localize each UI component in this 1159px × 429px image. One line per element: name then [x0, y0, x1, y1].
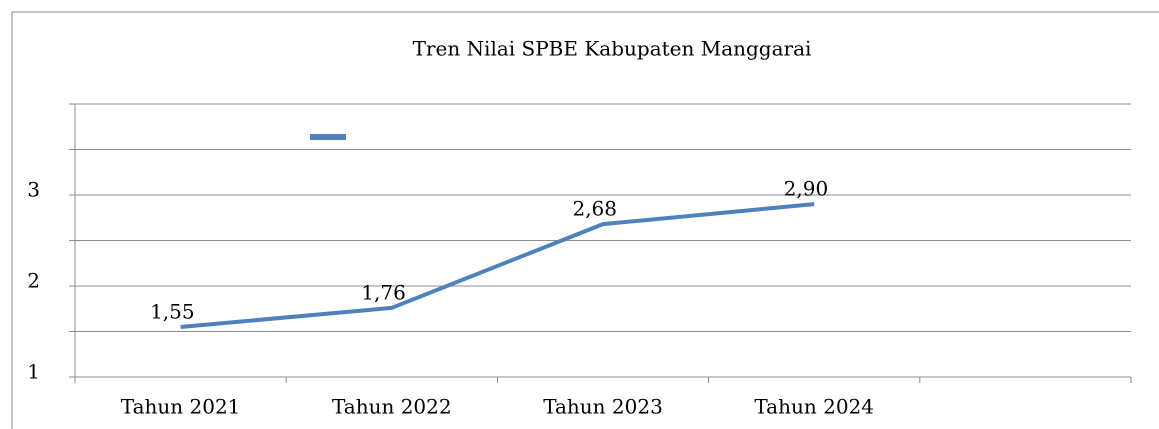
legend-swatch: [310, 134, 346, 140]
chart-frame: [11, 11, 1159, 429]
data-label: 1,55: [150, 299, 195, 323]
data-label: 1,76: [361, 280, 406, 304]
y-tick-label: 2: [27, 269, 40, 293]
y-tick-label: 3: [27, 178, 40, 202]
data-label: 2,68: [572, 197, 617, 221]
y-tick-label: 1: [27, 360, 40, 384]
x-tick-label: Tahun 2024: [754, 395, 874, 419]
series-line: [180, 202, 815, 329]
x-tick-label: Tahun 2021: [121, 395, 241, 419]
chart-title: Tren Nilai SPBE Kabupaten Manggarai: [413, 37, 812, 61]
x-tick-label: Tahun 2022: [332, 395, 452, 419]
x-tick-label: Tahun 2023: [543, 395, 663, 419]
data-label: 2,90: [784, 177, 829, 201]
